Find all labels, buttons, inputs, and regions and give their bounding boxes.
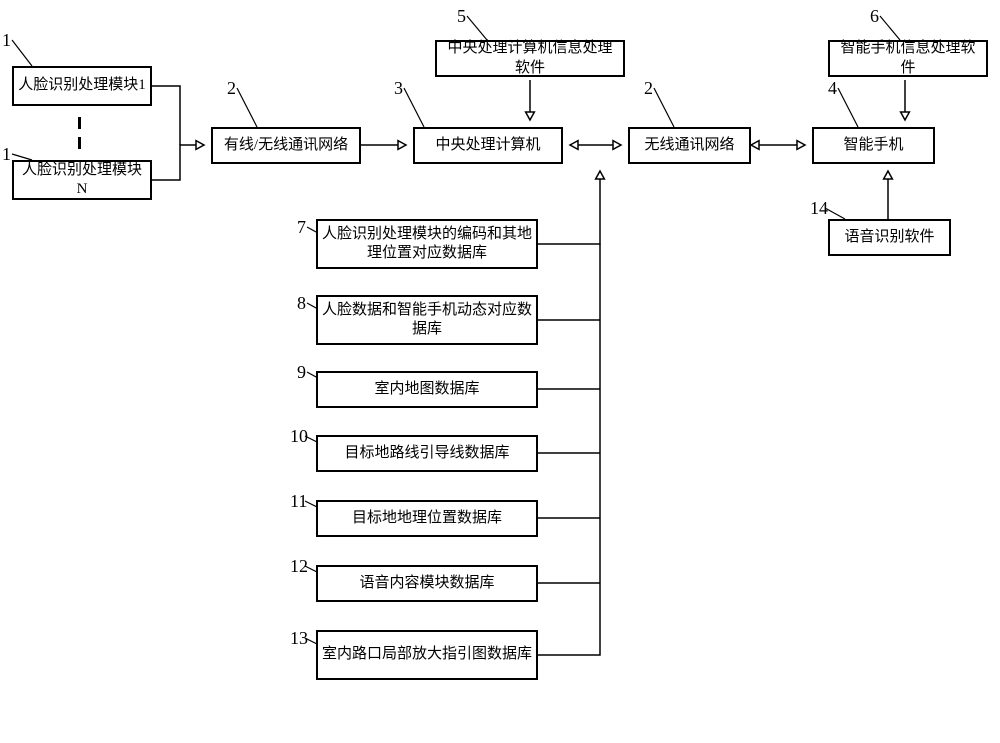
diagram-canvas: 人脸识别处理模块1 1 人脸识别处理模块N 1 有线/无线通讯网络 2 中央处理计算机 3 中央… (0, 0, 1000, 743)
node-number-n2a: 2 (227, 78, 236, 99)
node-number-n11: 11 (290, 491, 307, 512)
node-n9: 室内地图数据库 (316, 371, 538, 408)
node-number-n1b: 1 (2, 144, 11, 165)
node-label: 智能手机信息处理软件 (834, 39, 982, 78)
node-n3: 中央处理计算机 (413, 127, 563, 164)
node-number-n1a: 1 (2, 30, 11, 51)
node-n6: 智能手机信息处理软件 (828, 40, 988, 77)
node-n13: 室内路口局部放大指引图数据库 (316, 630, 538, 680)
node-number-n10: 10 (290, 426, 308, 447)
node-label: 语音内容模块数据库 (359, 574, 494, 594)
node-n7: 人脸识别处理模块的编码和其地理位置对应数据库 (316, 219, 538, 269)
node-number-n7: 7 (297, 217, 306, 238)
node-n14: 语音识别软件 (828, 219, 951, 256)
node-number-n2b: 2 (644, 78, 653, 99)
node-n8: 人脸数据和智能手机动态对应数据库 (316, 295, 538, 345)
node-label: 室内地图数据库 (374, 380, 479, 400)
node-number-n5: 5 (457, 6, 466, 27)
node-n1a: 人脸识别处理模块1 (12, 66, 152, 106)
node-n5: 中央处理计算机信息处理软件 (435, 40, 625, 77)
node-label: 人脸识别处理模块的编码和其地理位置对应数据库 (322, 225, 532, 264)
node-label: 人脸识别处理模块N (18, 161, 146, 200)
node-number-n4: 4 (828, 78, 837, 99)
node-label: 中央处理计算机 (435, 136, 540, 156)
node-number-n12: 12 (290, 556, 308, 577)
node-n4: 智能手机 (812, 127, 935, 164)
node-label: 智能手机 (843, 136, 903, 156)
node-n1b: 人脸识别处理模块N (12, 160, 152, 200)
node-number-n8: 8 (297, 293, 306, 314)
node-n11: 目标地地理位置数据库 (316, 500, 538, 537)
node-label: 无线通讯网络 (644, 136, 734, 156)
node-label: 人脸识别处理模块1 (18, 76, 146, 96)
ellipsis-dash (78, 117, 81, 129)
node-label: 室内路口局部放大指引图数据库 (322, 645, 532, 665)
node-n2b: 无线通讯网络 (628, 127, 751, 164)
node-label: 有线/无线通讯网络 (224, 136, 348, 156)
node-label: 中央处理计算机信息处理软件 (441, 39, 619, 78)
ellipsis-dash (78, 137, 81, 149)
node-n2a: 有线/无线通讯网络 (211, 127, 361, 164)
node-label: 人脸数据和智能手机动态对应数据库 (322, 301, 532, 340)
node-n10: 目标地路线引导线数据库 (316, 435, 538, 472)
node-number-n9: 9 (297, 362, 306, 383)
node-number-n3: 3 (394, 78, 403, 99)
node-label: 语音识别软件 (844, 228, 934, 248)
node-number-n13: 13 (290, 628, 308, 649)
node-n12: 语音内容模块数据库 (316, 565, 538, 602)
node-number-n6: 6 (870, 6, 879, 27)
node-label: 目标地地理位置数据库 (352, 509, 502, 529)
node-number-n14: 14 (810, 198, 828, 219)
node-label: 目标地路线引导线数据库 (344, 444, 509, 464)
